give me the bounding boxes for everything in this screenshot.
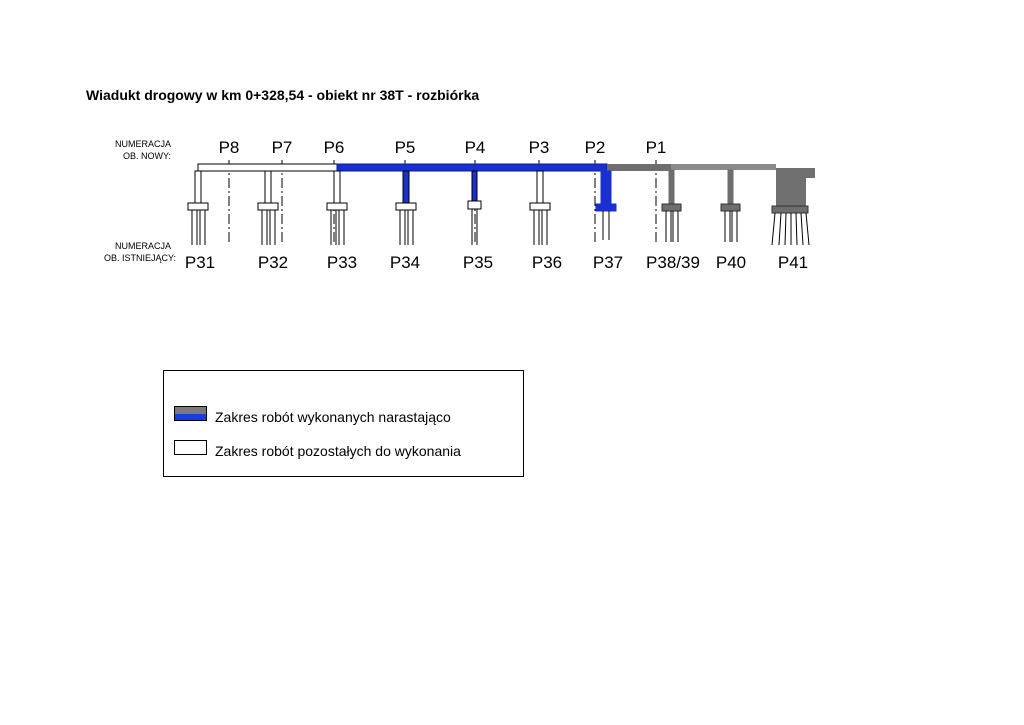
legend-swatch	[174, 414, 207, 421]
existing-pier-label: P37	[593, 253, 623, 272]
deck	[197, 163, 815, 206]
deck-done	[607, 164, 671, 171]
new-pier-label: P7	[272, 138, 293, 157]
piers	[187, 169, 810, 246]
existing-pier-label: P31	[185, 253, 215, 272]
new-numbering-label: OB. NOWY:	[123, 151, 171, 161]
axis-lines	[228, 160, 657, 242]
abutment	[776, 168, 815, 206]
existing-pier-label: P35	[463, 253, 493, 272]
legend-label: Zakres robót pozostałych do wykonania	[215, 443, 461, 459]
new-pier-label: P5	[395, 138, 416, 157]
title: Wiadukt drogowy w km 0+328,54 - obiekt n…	[86, 87, 479, 103]
pier	[467, 170, 482, 245]
existing-pier-label: P33	[327, 253, 357, 272]
existing-pier-label: P32	[258, 253, 288, 272]
pier	[720, 169, 741, 242]
existing-pier-label: P41	[778, 253, 808, 272]
existing-pier-label: P34	[390, 253, 420, 272]
existing-pier-label: P40	[716, 253, 746, 272]
pier	[529, 170, 551, 245]
new-pier-label: P8	[219, 138, 240, 157]
existing-numbering-label: OB. ISTNIEJĄCY:	[104, 253, 176, 263]
existing-pier-label: P38/39	[646, 253, 700, 272]
legend: Zakres robót wykonanych narastająco Zakr…	[163, 370, 524, 477]
existing-pier-labels: P31 P32 P33 P34 P35 P36 P37 P38/39 P40 P…	[185, 253, 808, 272]
new-pier-label: P4	[465, 138, 486, 157]
pier	[661, 169, 682, 242]
existing-pier-label: P36	[532, 253, 562, 272]
pier	[326, 170, 348, 245]
pier	[257, 170, 279, 245]
deck-remaining	[197, 163, 338, 172]
new-numbering-label: NUMERACJA	[115, 139, 171, 149]
deck-done	[671, 164, 776, 170]
new-pier-label: P3	[529, 138, 550, 157]
legend-swatch	[174, 440, 207, 455]
pier	[595, 170, 617, 240]
new-pier-label: P2	[585, 138, 606, 157]
deck-done	[336, 163, 608, 172]
legend-box	[163, 370, 524, 477]
legend-swatch	[174, 406, 207, 414]
existing-numbering-label: NUMERACJA	[115, 241, 171, 251]
new-pier-label: P1	[646, 138, 667, 157]
pier	[187, 170, 209, 245]
new-pier-labels: P8 P7 P6 P5 P4 P3 P2 P1	[219, 138, 667, 157]
new-pier-label: P6	[324, 138, 345, 157]
legend-swatch-border	[174, 406, 207, 421]
pier	[395, 170, 417, 245]
pier	[771, 205, 810, 246]
legend-label: Zakres robót wykonanych narastająco	[215, 409, 451, 425]
